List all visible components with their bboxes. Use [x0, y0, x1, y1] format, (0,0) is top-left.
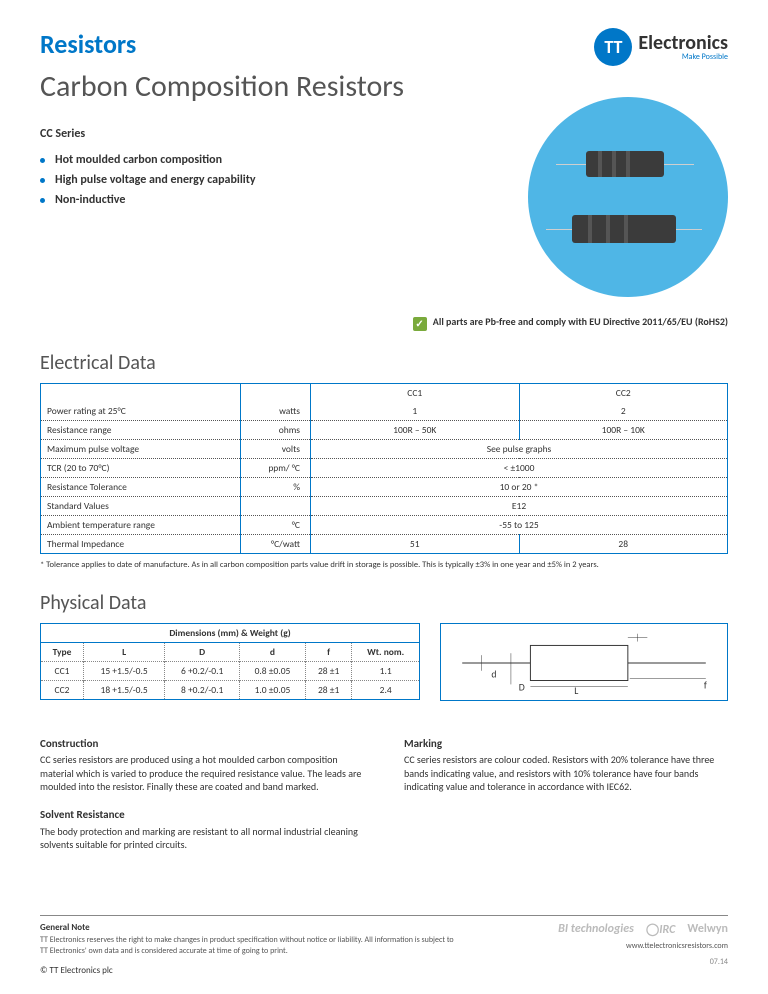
- physical-section-title: Physical Data: [40, 591, 728, 615]
- electrical-value: 1: [311, 402, 520, 421]
- left-column: Construction CC series resistors are pro…: [40, 737, 364, 866]
- electrical-value: -55 to 125: [311, 515, 728, 534]
- electrical-col-header: CC2: [519, 383, 728, 402]
- physical-value: 1.1: [352, 661, 420, 680]
- physical-col-header: Type: [41, 642, 84, 661]
- electrical-unit: ohms: [241, 420, 311, 439]
- electrical-value: < ±1000: [311, 458, 728, 477]
- physical-value: 28 ±1: [305, 661, 351, 680]
- physical-col-header: L: [83, 642, 164, 661]
- electrical-section-title: Electrical Data: [40, 351, 728, 375]
- electrical-param: Thermal Impedance: [41, 534, 241, 553]
- marking-heading: Marking: [404, 737, 728, 752]
- company-logo: TT Electronics Make Possible: [594, 28, 728, 66]
- electrical-param: Standard Values: [41, 496, 241, 515]
- electrical-value: 2: [519, 402, 728, 421]
- physical-col-header: Wt. nom.: [352, 642, 420, 661]
- electrical-unit: watts: [241, 402, 311, 421]
- footer-url: www.ttelectronicsresistors.com: [558, 941, 728, 951]
- product-image-circle: [528, 97, 728, 297]
- brand-logo: BI technologies: [558, 922, 634, 937]
- electrical-param: Maximum pulse voltage: [41, 439, 241, 458]
- brand-logos: BI technologies ◯IRC Welwyn: [558, 922, 728, 937]
- svg-text:f: f: [704, 679, 707, 691]
- feature-item: High pulse voltage and energy capability: [40, 173, 528, 187]
- electrical-unit: °C/watt: [241, 534, 311, 553]
- physical-value: 0.8 ±0.05: [240, 661, 306, 680]
- rohs-check-icon: ✓: [413, 317, 427, 331]
- electrical-value: 51: [311, 534, 520, 553]
- electrical-unit: %: [241, 477, 311, 496]
- svg-text:D: D: [519, 681, 525, 693]
- construction-text: CC series resistors are produced using a…: [40, 753, 364, 794]
- svg-text:L: L: [574, 685, 578, 697]
- electrical-param: TCR (20 to 70°C): [41, 458, 241, 477]
- physical-value: 15 +1.5/-0.5: [83, 661, 164, 680]
- electrical-param: Power rating at 25°C: [41, 402, 241, 421]
- page-footer: General Note TT Electronics reserves the…: [40, 915, 728, 978]
- physical-value: 28 ±1: [305, 680, 351, 699]
- electrical-value: See pulse graphs: [311, 439, 728, 458]
- marking-text: CC series resistors are colour coded. Re…: [404, 753, 728, 794]
- construction-heading: Construction: [40, 737, 364, 752]
- svg-text:d: d: [491, 668, 496, 680]
- rohs-compliance-note: ✓ All parts are Pb-free and comply with …: [40, 315, 728, 331]
- feature-item: Non-inductive: [40, 193, 528, 207]
- electrical-value: 100R – 50K: [311, 420, 520, 439]
- general-note-heading: General Note: [40, 922, 460, 935]
- feature-item: Hot moulded carbon composition: [40, 153, 528, 167]
- dimensions-diagram: d D L f: [440, 623, 728, 701]
- physical-col-header: D: [165, 642, 240, 661]
- feature-list: Hot moulded carbon composition High puls…: [40, 153, 528, 207]
- electrical-col-header: CC1: [311, 383, 520, 402]
- physical-value: CC2: [41, 680, 84, 699]
- electrical-unit: °C: [241, 515, 311, 534]
- electrical-footnote: * Tolerance applies to date of manufactu…: [40, 560, 728, 571]
- series-label: CC Series: [40, 127, 528, 141]
- logo-badge: TT: [594, 28, 632, 66]
- electrical-param: Resistance Tolerance: [41, 477, 241, 496]
- right-column: Marking CC series resistors are colour c…: [404, 737, 728, 866]
- logo-brand-text: Electronics: [638, 33, 728, 53]
- electrical-param: Resistance range: [41, 420, 241, 439]
- physical-col-header: d: [240, 642, 306, 661]
- physical-value: 18 +1.5/-0.5: [83, 680, 164, 699]
- physical-col-header: f: [305, 642, 351, 661]
- rohs-text: All parts are Pb-free and comply with EU…: [433, 315, 728, 328]
- electrical-unit: [241, 496, 311, 515]
- electrical-param: Ambient temperature range: [41, 515, 241, 534]
- date-code: 07.14: [558, 957, 728, 967]
- physical-value: 1.0 ±0.05: [240, 680, 306, 699]
- electrical-value: 10 or 20 *: [311, 477, 728, 496]
- electrical-value: E12: [311, 496, 728, 515]
- copyright-text: © TT Electronics plc: [40, 965, 460, 978]
- brand-logo: ◯IRC: [646, 922, 676, 937]
- dimensions-header: Dimensions (mm) & Weight (g): [41, 623, 420, 642]
- electrical-value: 100R – 10K: [519, 420, 728, 439]
- brand-logo: Welwyn: [687, 922, 728, 937]
- physical-value: 8 +0.2/-0.1: [165, 680, 240, 699]
- electrical-unit: volts: [241, 439, 311, 458]
- physical-value: 2.4: [352, 680, 420, 699]
- general-note-text: TT Electronics reserves the right to mak…: [40, 935, 460, 957]
- electrical-value: 28: [519, 534, 728, 553]
- solvent-heading: Solvent Resistance: [40, 808, 364, 823]
- electrical-unit: ppm/ °C: [241, 458, 311, 477]
- physical-data-table: Dimensions (mm) & Weight (g) TypeLDdfWt.…: [40, 623, 420, 700]
- electrical-data-table: CC1 CC2 Power rating at 25°Cwatts12 Resis…: [40, 383, 728, 554]
- solvent-text: The body protection and marking are resi…: [40, 825, 364, 852]
- category-heading: Resistors: [40, 28, 136, 60]
- physical-value: CC1: [41, 661, 84, 680]
- physical-value: 6 +0.2/-0.1: [165, 661, 240, 680]
